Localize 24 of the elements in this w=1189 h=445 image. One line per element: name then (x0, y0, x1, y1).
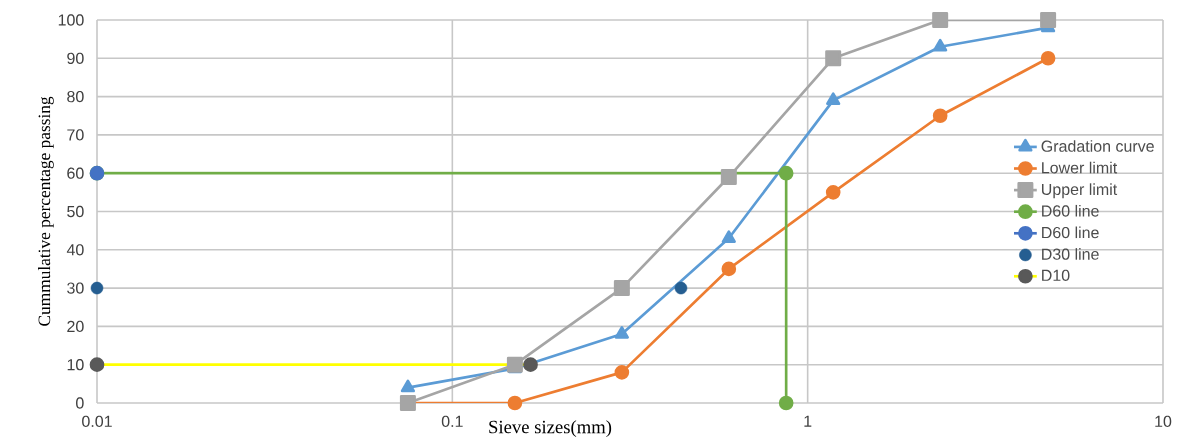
x-tick-label: 0.1 (441, 415, 463, 428)
y-tick-label: 50 (67, 205, 84, 218)
legend-label: D60 line (1042, 204, 1099, 217)
y-tick-label: 20 (67, 320, 84, 333)
y-tick-label: 30 (67, 282, 84, 294)
y-tick-label: 60 (67, 167, 84, 179)
legend-label: Gradation curve (1041, 140, 1154, 152)
y-tick-label: 80 (67, 90, 84, 103)
legend-label: Lower limit (1042, 161, 1118, 174)
x-tick-label: 10 (1155, 415, 1172, 428)
y-tick-label: 90 (67, 52, 84, 64)
y-tick-label: 10 (67, 359, 84, 371)
legend-label: D10 (1042, 269, 1070, 281)
y-tick-label: 100 (58, 14, 84, 26)
x-axis-title: Sieve sizes(mm) (489, 420, 612, 438)
x-tick-label: 1 (804, 415, 812, 427)
legend-label: Upper limit (1042, 183, 1118, 199)
y-tick-label: 70 (67, 129, 84, 141)
legend-label: D30 line (1042, 248, 1099, 260)
x-tick-label: 0.01 (82, 415, 112, 428)
y-tick-label: 0 (76, 397, 84, 409)
y-tick-label: 40 (66, 244, 84, 256)
legend-label: D60 line (1042, 226, 1099, 239)
y-axis-title: Cummulative percentage passing (38, 96, 54, 326)
